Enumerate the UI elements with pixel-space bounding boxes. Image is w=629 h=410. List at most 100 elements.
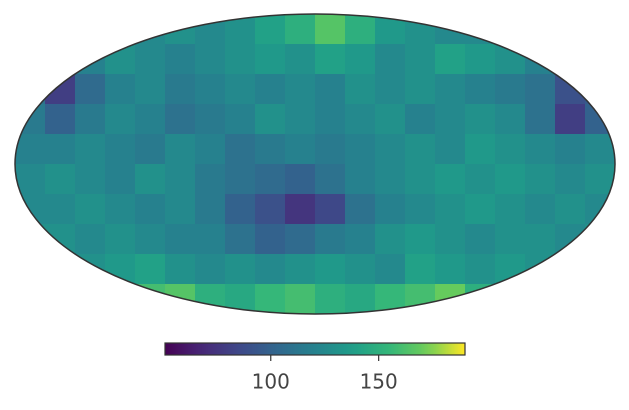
map-cell [495,164,526,195]
map-cell [285,284,316,314]
map-cell [45,254,76,285]
map-cell [405,224,436,255]
map-cell [225,224,256,255]
map-cell [435,44,466,75]
map-cell [225,194,256,225]
map-cell [375,74,406,105]
map-cell [75,134,106,165]
map-cell [525,104,556,135]
map-cell [165,164,196,195]
map-cell [285,254,316,285]
map-cell [405,134,436,165]
map-cell [555,44,586,75]
map-cell [135,224,166,255]
map-cell [345,44,376,75]
map-cell [525,284,556,314]
map-cell [585,284,615,314]
map-cell [255,164,286,195]
map-cell [165,254,196,285]
map-cell [315,14,346,45]
map-cell [255,254,286,285]
map-cell [435,194,466,225]
map-cell [375,224,406,255]
map-cell [465,164,496,195]
map-cell [465,134,496,165]
map-cell [165,194,196,225]
map-cell [105,224,136,255]
map-cell [435,134,466,165]
map-cell [105,104,136,135]
map-cell [45,44,76,75]
map-cell [105,74,136,105]
map-cell [525,164,556,195]
map-cell [285,14,316,45]
map-cell [15,14,46,45]
map-cell [195,194,226,225]
map-cell [345,14,376,45]
map-cell [405,254,436,285]
map-cell [285,74,316,105]
map-cell [165,284,196,314]
map-cell [465,254,496,285]
map-cell [435,164,466,195]
map-cell [45,194,76,225]
map-cell [375,194,406,225]
map-outline [14,13,616,315]
map-cell [255,224,286,255]
map-cell [135,284,166,314]
map-cell [315,254,346,285]
map-cell [375,44,406,75]
map-cell [315,44,346,75]
map-cell [45,104,76,135]
map-cell [15,134,46,165]
map-cell [255,14,286,45]
map-cell [195,284,226,314]
map-cell [435,14,466,45]
map-cell [525,134,556,165]
map-cell [315,74,346,105]
map-cell [555,134,586,165]
map-cell [555,14,586,45]
map-cell [15,284,46,314]
map-cell [285,44,316,75]
map-cell [15,254,46,285]
map-cell [405,194,436,225]
map-cell [345,254,376,285]
map-cell [135,104,166,135]
map-cell [345,284,376,314]
map-cell [285,194,316,225]
map-cell [525,14,556,45]
map-cell [495,44,526,75]
map-cell [525,224,556,255]
map-cell [495,104,526,135]
map-cell [195,104,226,135]
map-cell [285,224,316,255]
map-cell [15,74,46,105]
map-cell [135,194,166,225]
map-cell [465,14,496,45]
map-cell [105,14,136,45]
map-cell [75,284,106,314]
map-cell [45,74,76,105]
map-cell [405,104,436,135]
map-cell [75,224,106,255]
map-cell [555,74,586,105]
map-cell [195,14,226,45]
map-cell [285,164,316,195]
map-cell [255,194,286,225]
map-cell [585,74,615,105]
map-cell [285,104,316,135]
map-cell [105,194,136,225]
map-cell [375,254,406,285]
map-cell [135,14,166,45]
map-cell [225,44,256,75]
map-cell [585,224,615,255]
map-cell [15,194,46,225]
map-cell [555,164,586,195]
map-cell [585,104,615,135]
map-cell [165,44,196,75]
map-cell [345,224,376,255]
map-cell [225,254,256,285]
map-cell [435,284,466,314]
